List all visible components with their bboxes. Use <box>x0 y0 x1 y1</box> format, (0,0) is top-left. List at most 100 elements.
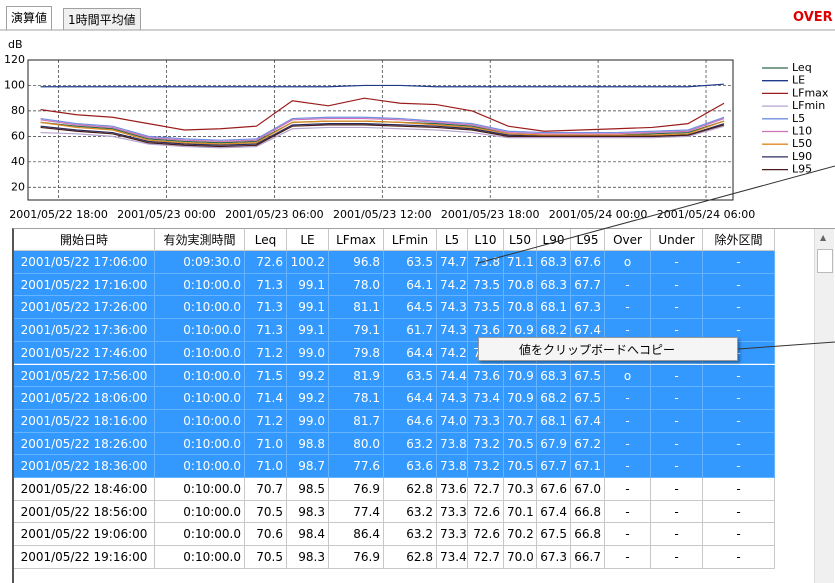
table-cell[interactable]: 63.2 <box>384 523 437 547</box>
table-cell[interactable]: 67.6 <box>571 251 605 274</box>
table-cell[interactable]: - <box>703 251 775 274</box>
table-cell[interactable]: 99.1 <box>287 319 329 342</box>
table-cell[interactable]: 2001/05/22 17:06:00 <box>14 251 155 274</box>
table-cell[interactable]: - <box>703 296 775 320</box>
table-cell[interactable]: - <box>703 273 775 297</box>
table-cell[interactable]: 63.2 <box>384 432 437 456</box>
table-cell[interactable]: 70.3 <box>504 478 537 501</box>
table-cell[interactable]: 74.3 <box>437 387 468 410</box>
table-cell[interactable]: 2001/05/22 18:56:00 <box>14 500 155 524</box>
tab[interactable]: 演算値 <box>6 6 53 30</box>
table-cell[interactable]: 68.3 <box>537 273 571 297</box>
table-cell[interactable]: - <box>703 364 775 388</box>
table-cell[interactable]: 2001/05/22 17:36:00 <box>14 319 155 342</box>
table-cell[interactable]: 74.3 <box>437 319 468 342</box>
table-cell[interactable]: 99.0 <box>287 341 329 365</box>
table-cell[interactable]: 70.9 <box>504 364 537 388</box>
table-cell[interactable]: 0:10:00.0 <box>155 546 245 569</box>
table-cell[interactable]: 67.1 <box>571 455 605 478</box>
table-cell[interactable]: 66.7 <box>571 546 605 569</box>
table-cell[interactable]: 73.4 <box>468 387 504 410</box>
table-cell[interactable]: 73.2 <box>468 455 504 478</box>
table-cell[interactable]: 73.2 <box>468 432 504 456</box>
table-cell[interactable]: 0:10:00.0 <box>155 364 245 388</box>
table-cell[interactable]: - <box>703 478 775 501</box>
table-cell[interactable]: 0:10:00.0 <box>155 273 245 297</box>
table-cell[interactable]: - <box>703 387 775 410</box>
table-cell[interactable]: 68.3 <box>537 251 571 274</box>
table-cell[interactable]: 68.1 <box>537 296 571 320</box>
table-cell[interactable]: 71.0 <box>245 455 287 478</box>
tab[interactable]: 1時間平均値 <box>63 8 141 30</box>
table-cell[interactable]: 98.3 <box>287 500 329 524</box>
table-cell[interactable]: - <box>651 455 703 478</box>
table-cell[interactable]: 63.2 <box>384 500 437 524</box>
table-cell[interactable]: 66.8 <box>571 500 605 524</box>
table-cell[interactable]: 67.5 <box>571 387 605 410</box>
table-cell[interactable]: 72.7 <box>468 546 504 569</box>
table-cell[interactable]: 0:09:30.0 <box>155 251 245 274</box>
table-cell[interactable]: - <box>605 296 651 320</box>
table-cell[interactable]: 71.3 <box>245 273 287 297</box>
table-cell[interactable]: 67.0 <box>571 478 605 501</box>
table-cell[interactable]: 71.0 <box>245 432 287 456</box>
table-cell[interactable]: 68.2 <box>537 319 571 342</box>
table-cell[interactable]: 86.4 <box>329 523 384 547</box>
table-cell[interactable]: 98.3 <box>287 546 329 569</box>
table-cell[interactable]: 73.3 <box>468 409 504 433</box>
table-cell[interactable]: 67.7 <box>571 273 605 297</box>
table-cell[interactable]: 67.3 <box>537 546 571 569</box>
table-cell[interactable]: 64.4 <box>384 387 437 410</box>
table-cell[interactable]: - <box>651 251 703 274</box>
table-cell[interactable]: 74.2 <box>437 341 468 365</box>
table-cell[interactable]: 70.1 <box>504 500 537 524</box>
scrollbar[interactable]: ▲ <box>814 229 834 583</box>
table-cell[interactable]: 72.6 <box>245 251 287 274</box>
table-cell[interactable]: 2001/05/22 18:16:00 <box>14 409 155 433</box>
table-cell[interactable]: 70.2 <box>504 523 537 547</box>
table-cell[interactable]: 0:10:00.0 <box>155 341 245 365</box>
table-cell[interactable]: 63.5 <box>384 251 437 274</box>
table-cell[interactable]: 78.0 <box>329 273 384 297</box>
table-cell[interactable]: 2001/05/22 17:46:00 <box>14 341 155 365</box>
table-cell[interactable]: - <box>651 296 703 320</box>
table-cell[interactable]: 73.3 <box>437 500 468 524</box>
table-cell[interactable]: 72.6 <box>468 523 504 547</box>
table-cell[interactable]: 0:10:00.0 <box>155 387 245 410</box>
table-cell[interactable]: - <box>651 500 703 524</box>
table-cell[interactable]: 0:10:00.0 <box>155 523 245 547</box>
table-cell[interactable]: 79.8 <box>329 341 384 365</box>
table-cell[interactable]: - <box>605 432 651 456</box>
table-cell[interactable]: 81.1 <box>329 296 384 320</box>
table-cell[interactable]: 2001/05/22 18:26:00 <box>14 432 155 456</box>
table-cell[interactable]: 62.8 <box>384 546 437 569</box>
table-cell[interactable]: 63.5 <box>384 364 437 388</box>
table-cell[interactable]: 67.4 <box>537 500 571 524</box>
table-cell[interactable]: 2001/05/22 17:56:00 <box>14 364 155 388</box>
table-cell[interactable]: 72.7 <box>468 478 504 501</box>
table-cell[interactable]: 67.5 <box>571 364 605 388</box>
table-cell[interactable]: 80.0 <box>329 432 384 456</box>
table-cell[interactable]: 71.3 <box>245 319 287 342</box>
table-cell[interactable]: 73.3 <box>437 523 468 547</box>
table-cell[interactable]: 2001/05/22 19:06:00 <box>14 523 155 547</box>
table-cell[interactable]: - <box>703 546 775 569</box>
table-cell[interactable]: 67.9 <box>537 432 571 456</box>
table-cell[interactable]: 68.3 <box>537 364 571 388</box>
table-cell[interactable]: 64.4 <box>384 341 437 365</box>
table-cell[interactable]: 70.9 <box>504 387 537 410</box>
table-cell[interactable]: 81.9 <box>329 364 384 388</box>
table-cell[interactable]: 99.2 <box>287 364 329 388</box>
table-cell[interactable]: 73.6 <box>437 478 468 501</box>
table-cell[interactable]: 73.8 <box>468 251 504 274</box>
table-cell[interactable]: - <box>651 546 703 569</box>
table-cell[interactable]: 70.7 <box>504 409 537 433</box>
table-cell[interactable]: 70.8 <box>504 296 537 320</box>
table-cell[interactable]: - <box>703 500 775 524</box>
table-cell[interactable]: 67.4 <box>571 319 605 342</box>
table-cell[interactable]: 0:10:00.0 <box>155 500 245 524</box>
table-cell[interactable]: - <box>605 478 651 501</box>
table-cell[interactable]: 0:10:00.0 <box>155 319 245 342</box>
table-cell[interactable]: 68.2 <box>537 387 571 410</box>
table-cell[interactable]: 67.6 <box>537 478 571 501</box>
